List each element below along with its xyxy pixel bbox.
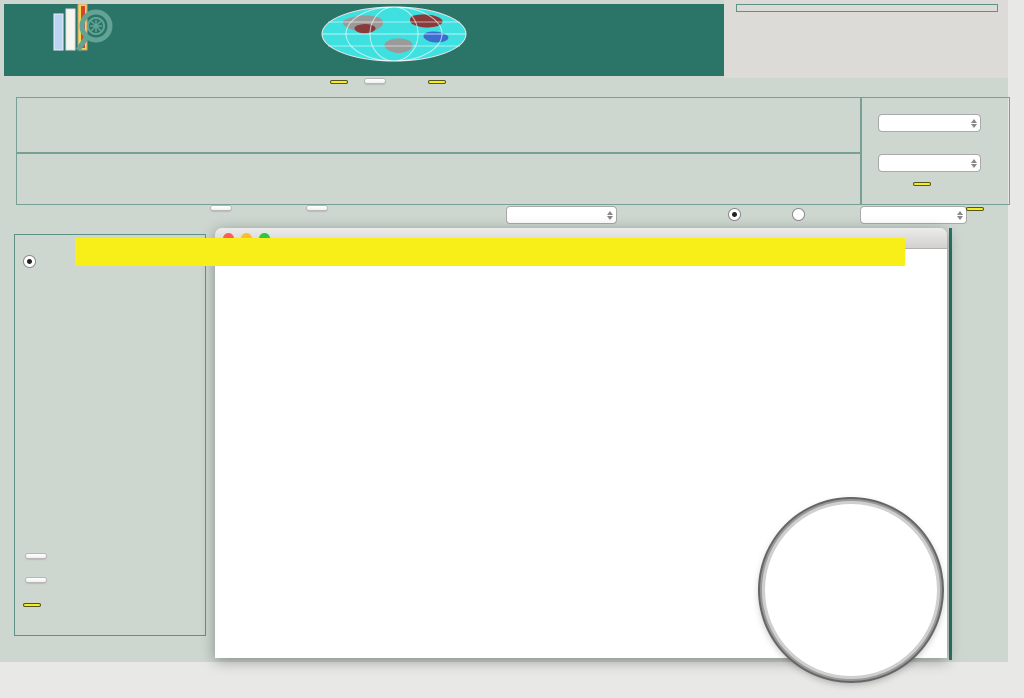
sidebar-info-button[interactable] xyxy=(23,603,41,607)
stepper-icon xyxy=(607,210,613,220)
form-composite-button[interactable] xyxy=(25,553,47,559)
display-info-button[interactable] xyxy=(966,207,984,211)
dataset-info-button[interactable] xyxy=(913,182,931,186)
magnified-forecast-view xyxy=(762,501,940,679)
radio-icon xyxy=(792,208,805,221)
missing-exclude-radio[interactable] xyxy=(792,208,808,221)
filter-tci-data-button[interactable] xyxy=(210,205,232,211)
annotation-banner xyxy=(75,238,905,266)
info-button[interactable] xyxy=(330,80,348,84)
stepper-icon xyxy=(971,118,977,128)
index-range-select[interactable] xyxy=(506,206,617,224)
stepper-icon xyxy=(971,158,977,168)
anomaly-absolute-radio[interactable] xyxy=(23,255,39,268)
missing-include-radio[interactable] xyxy=(728,208,744,221)
clear-composite-map-counter-button[interactable] xyxy=(25,577,47,583)
page-edge-divider xyxy=(949,228,952,660)
header-right-background xyxy=(724,0,1008,78)
lead-selector-select[interactable] xyxy=(860,206,967,224)
stepper-icon xyxy=(957,210,963,220)
tci-settings-panel xyxy=(860,97,1010,205)
selections-box xyxy=(736,4,998,12)
globe-graphic xyxy=(316,6,472,69)
radio-icon xyxy=(23,255,36,268)
brand-logo-icon xyxy=(46,3,118,59)
tci-dataset-select[interactable] xyxy=(878,154,981,172)
clear-tci-data-button[interactable] xyxy=(306,205,328,211)
atmos-indices-panel xyxy=(16,97,862,153)
tci-strength-select[interactable] xyxy=(878,114,981,132)
tci-section xyxy=(0,78,1010,205)
ocean-indices-panel xyxy=(16,153,862,205)
sidebar xyxy=(14,234,206,636)
display-criteria-bar xyxy=(0,204,1008,230)
radio-icon xyxy=(728,208,741,221)
magnifier-lens xyxy=(760,499,942,681)
header xyxy=(4,3,724,76)
mjo-info-button[interactable] xyxy=(428,80,446,84)
temperature-callout xyxy=(393,277,545,281)
decile-button[interactable] xyxy=(364,78,386,84)
selections-panel xyxy=(736,2,998,12)
